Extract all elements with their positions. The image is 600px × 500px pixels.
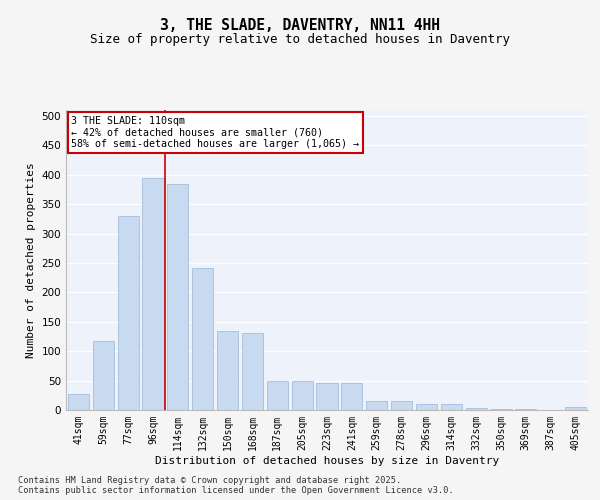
Bar <box>167 184 188 410</box>
Bar <box>366 400 387 410</box>
Text: 3 THE SLADE: 110sqm
← 42% of detached houses are smaller (760)
58% of semi-detac: 3 THE SLADE: 110sqm ← 42% of detached ho… <box>71 116 359 149</box>
Bar <box>118 216 139 410</box>
Bar <box>292 380 313 410</box>
Bar <box>68 394 89 410</box>
Text: Size of property relative to detached houses in Daventry: Size of property relative to detached ho… <box>90 32 510 46</box>
Bar <box>466 408 487 410</box>
Bar <box>316 383 338 410</box>
Bar <box>267 380 288 410</box>
Bar <box>416 404 437 410</box>
Bar <box>565 407 586 410</box>
Bar <box>217 330 238 410</box>
X-axis label: Distribution of detached houses by size in Daventry: Distribution of detached houses by size … <box>155 456 499 466</box>
Bar <box>391 400 412 410</box>
Text: Contains HM Land Registry data © Crown copyright and database right 2025.
Contai: Contains HM Land Registry data © Crown c… <box>18 476 454 495</box>
Y-axis label: Number of detached properties: Number of detached properties <box>26 162 36 358</box>
Bar <box>93 341 114 410</box>
Bar <box>341 383 362 410</box>
Bar <box>192 268 213 410</box>
Text: 3, THE SLADE, DAVENTRY, NN11 4HH: 3, THE SLADE, DAVENTRY, NN11 4HH <box>160 18 440 32</box>
Bar <box>142 178 164 410</box>
Bar <box>441 404 462 410</box>
Bar <box>242 333 263 410</box>
